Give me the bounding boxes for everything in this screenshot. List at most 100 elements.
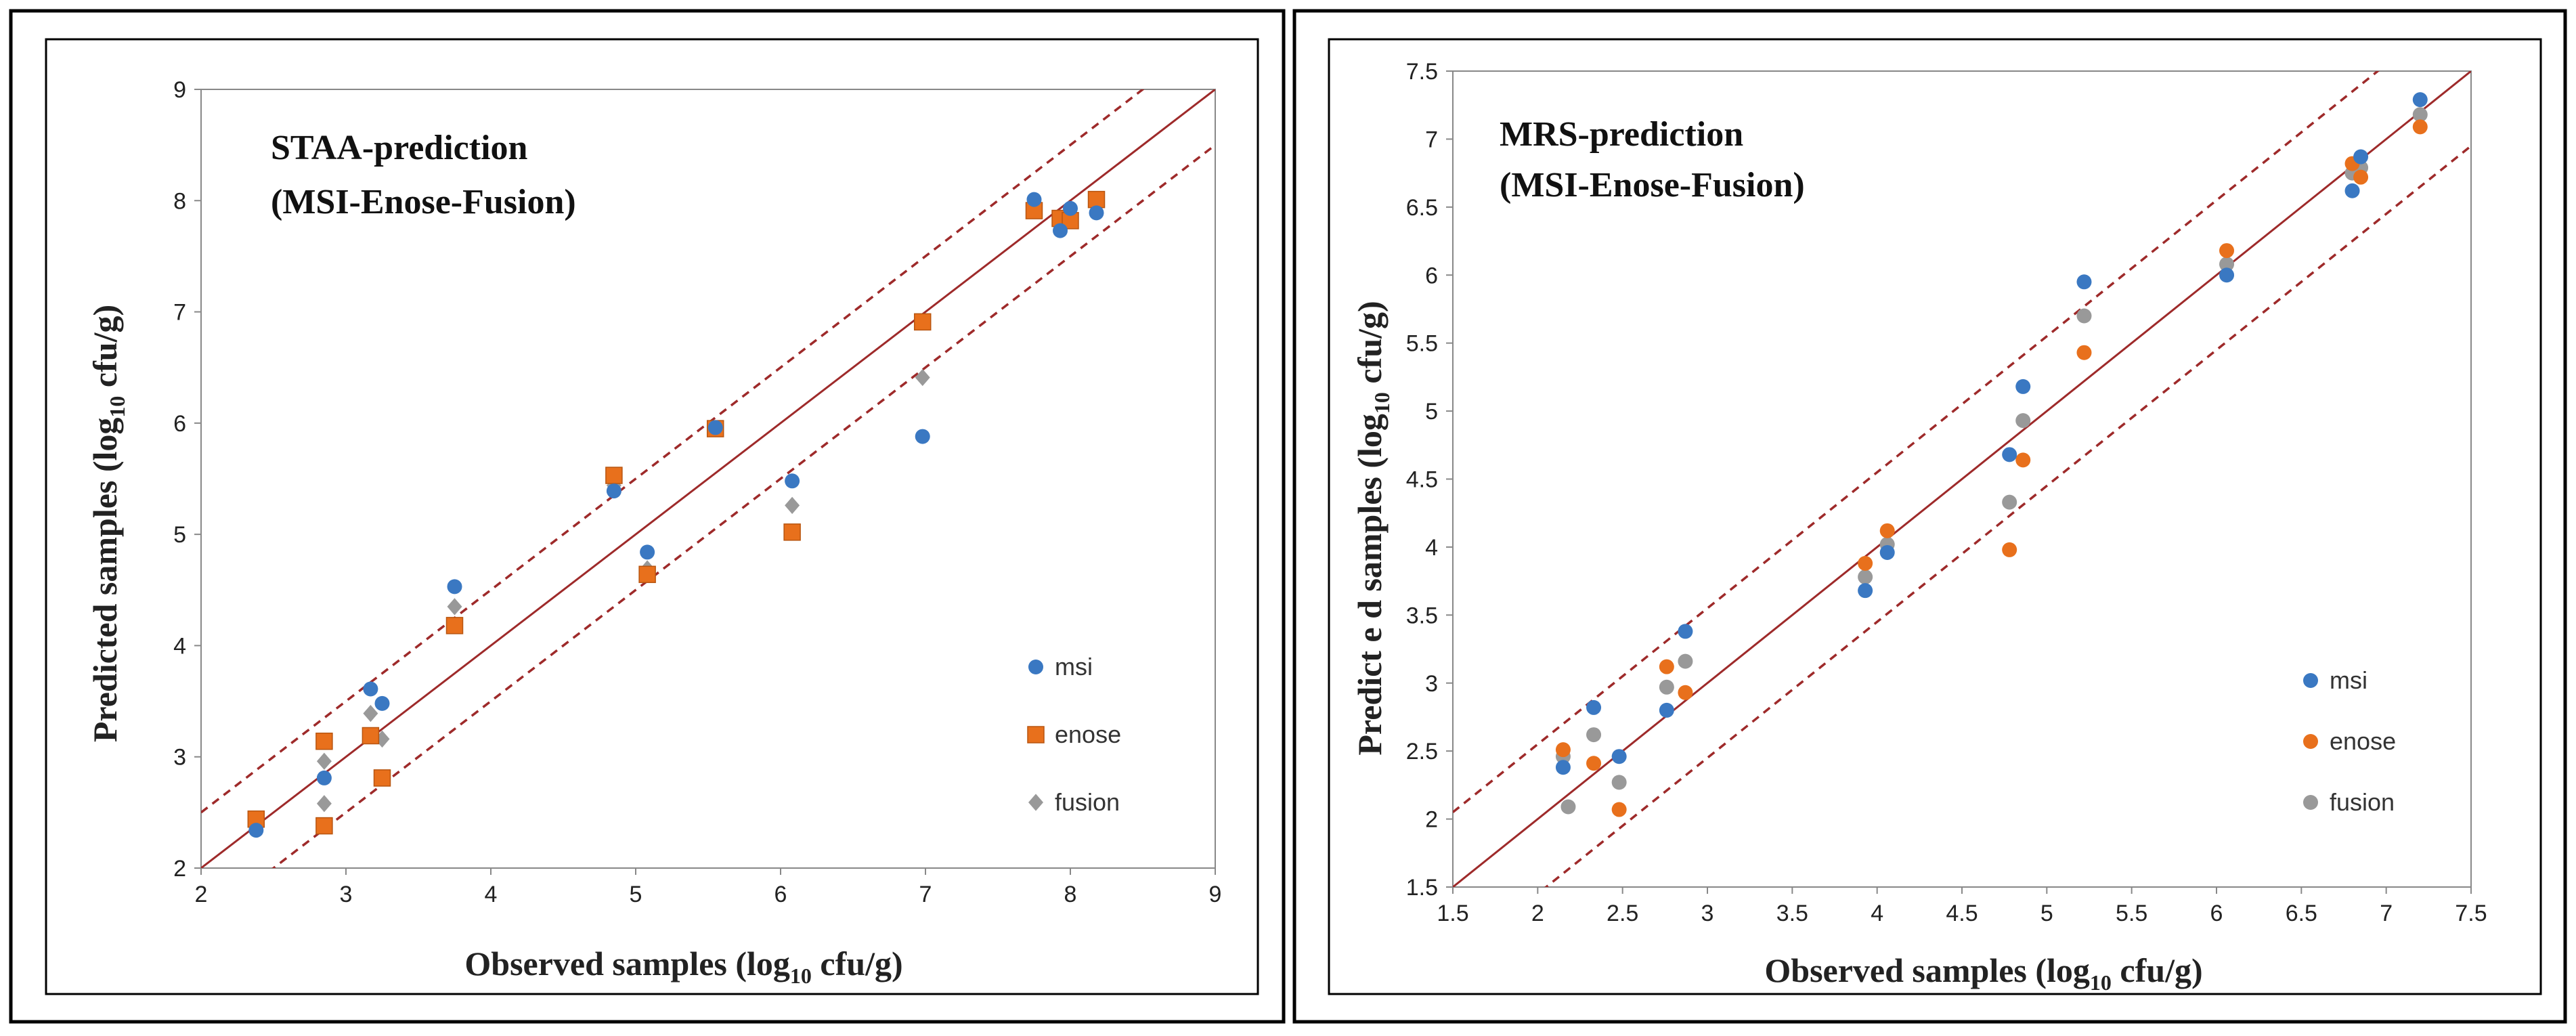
staa-msi-point: [447, 579, 462, 595]
staa-fusion-point: [447, 598, 462, 616]
staa-msi-point: [1089, 205, 1104, 221]
mrs-legend-msi-swatch: [2303, 673, 2318, 688]
mrs-fusion-point: [2002, 494, 2017, 510]
mrs-x-tick-label: 1.5: [1437, 901, 1468, 926]
staa-title-line2: (MSI-Enose-Fusion): [271, 183, 576, 221]
mrs-title-line2: (MSI-Enose-Fusion): [1500, 166, 1805, 204]
staa-x-tick-label: 3: [340, 882, 353, 907]
staa-y-tick-label: 5: [173, 522, 186, 548]
mrs-fusion-point: [2076, 308, 2092, 324]
staa-enose-point: [373, 769, 391, 787]
mrs-x-tick-label: 3: [1701, 901, 1714, 926]
staa-fusion-point: [915, 368, 930, 387]
mrs-title-line1: MRS-prediction: [1500, 115, 1743, 154]
mrs-fusion-point: [1858, 569, 1873, 585]
mrs-fusion-point: [1678, 653, 1693, 669]
staa-msi-point: [316, 770, 332, 785]
mrs-y-tick-label: 4: [1425, 535, 1438, 561]
staa-x-tick-label: 8: [1064, 882, 1077, 907]
mrs-upper-bound-line: [1453, 71, 2380, 813]
mrs-x-tick-label: 4.5: [1946, 901, 1978, 926]
mrs-y-tick-label: 6: [1425, 263, 1438, 288]
mrs-y-tick-label: 5.5: [1406, 331, 1438, 357]
staa-enose-point: [783, 523, 801, 541]
mrs-msi-point: [2002, 447, 2017, 462]
staa-enose-point: [638, 565, 656, 584]
staa-enose-point: [1087, 190, 1106, 209]
staa-msi-point: [248, 823, 264, 838]
mrs-enose-point: [1555, 742, 1571, 758]
mrs-enose-point: [1659, 659, 1674, 674]
mrs-y-tick-label: 6.5: [1406, 195, 1438, 221]
mrs-x-tick-label: 5.5: [2116, 901, 2147, 926]
mrs-x-tick-label: 7: [2380, 901, 2393, 926]
mrs-y-tick-label: 3.5: [1406, 603, 1438, 628]
mrs-chart: msi enose fusion 1.5 2 2.5 3 3.5 4 4.5 5 5.5 6 6.5 7 7…: [1406, 59, 2487, 926]
mrs-fusion-point: [2015, 413, 2031, 429]
mrs-msi-point: [2076, 274, 2092, 290]
staa-msi-point: [606, 483, 621, 499]
staa-x-tick-label: 2: [195, 882, 208, 907]
staa-msi-point: [374, 695, 390, 711]
mrs-enose-point: [1879, 523, 1895, 538]
staa-title-line1: STAA-prediction: [271, 129, 528, 167]
mrs-enose-point: [1586, 756, 1602, 771]
mrs-y-tick-label: 1.5: [1406, 875, 1438, 901]
mrs-x-tick-label: 6: [2210, 901, 2223, 926]
mrs-y-tick-label: 5: [1425, 399, 1438, 425]
mrs-x-tick-label: 2.5: [1607, 901, 1638, 926]
mrs-y-axis-title: Predict e d samples (log10 cfu/g): [1351, 301, 1394, 755]
mrs-msi-point: [2412, 92, 2428, 108]
panel-staa-border: [9, 9, 1286, 1024]
staa-y-tick-label: 7: [173, 300, 186, 326]
staa-x-axis-title: Observed samples (log10 cfu/g): [464, 945, 902, 988]
staa-enose-point: [315, 732, 333, 750]
staa-legend-fusion-label: fusion: [1055, 788, 1120, 816]
mrs-fusion-point: [1611, 775, 1627, 790]
mrs-msi-point: [2344, 183, 2360, 198]
staa-legend-fusion-swatch: [1028, 794, 1043, 811]
staa-msi-point: [707, 420, 723, 435]
mrs-y-tick-label: 4.5: [1406, 467, 1438, 493]
staa-enose-point: [913, 313, 932, 331]
mrs-lower-bound-line: [1544, 145, 2471, 887]
mrs-msi-point: [2353, 149, 2369, 165]
staa-fusion-point: [316, 752, 332, 770]
mrs-enose-point: [2412, 119, 2428, 135]
mrs-fusion-point: [1586, 727, 1602, 743]
mrs-y-tick-label: 3: [1425, 671, 1438, 697]
mrs-fusion-point: [1659, 679, 1674, 695]
staa-msi-point: [640, 544, 655, 560]
staa-y-axis-title: Predicted samples (log10 cfu/g): [86, 305, 129, 742]
mrs-y-tick-label: 7: [1425, 127, 1438, 152]
staa-fusion-point: [785, 496, 800, 515]
staa-msi-point: [915, 429, 930, 444]
staa-x-tick-label: 7: [919, 882, 932, 907]
mrs-y-tick-label: 7.5: [1406, 59, 1438, 85]
staa-y-tick-label: 2: [173, 856, 186, 882]
mrs-msi-point: [1611, 749, 1627, 764]
staa-msi-point: [785, 473, 800, 489]
mrs-fusion-point: [1560, 799, 1576, 815]
mrs-y-tick-label: 2: [1425, 807, 1438, 833]
staa-msi-point: [1026, 192, 1042, 207]
staa-msi-point: [1063, 200, 1078, 216]
staa-fusion-point: [374, 730, 390, 748]
mrs-fusion-point: [2412, 107, 2428, 123]
mrs-x-tick-label: 5: [2040, 901, 2053, 926]
mrs-y-tick-label: 2.5: [1406, 739, 1438, 764]
mrs-msi-point: [1586, 699, 1602, 715]
staa-msi-point: [1053, 223, 1068, 238]
mrs-enose-point: [2353, 169, 2369, 185]
mrs-msi-point: [2015, 379, 2031, 394]
mrs-x-tick-label: 7.5: [2455, 901, 2487, 926]
mrs-x-tick-label: 6.5: [2286, 901, 2317, 926]
mrs-legend-fusion-swatch: [2303, 795, 2318, 810]
mrs-msi-point: [1678, 624, 1693, 639]
staa-fusion-point: [316, 795, 332, 813]
staa-msi-point: [363, 681, 378, 697]
staa-x-tick-label: 4: [485, 882, 498, 907]
staa-y-tick-label: 3: [173, 745, 186, 771]
